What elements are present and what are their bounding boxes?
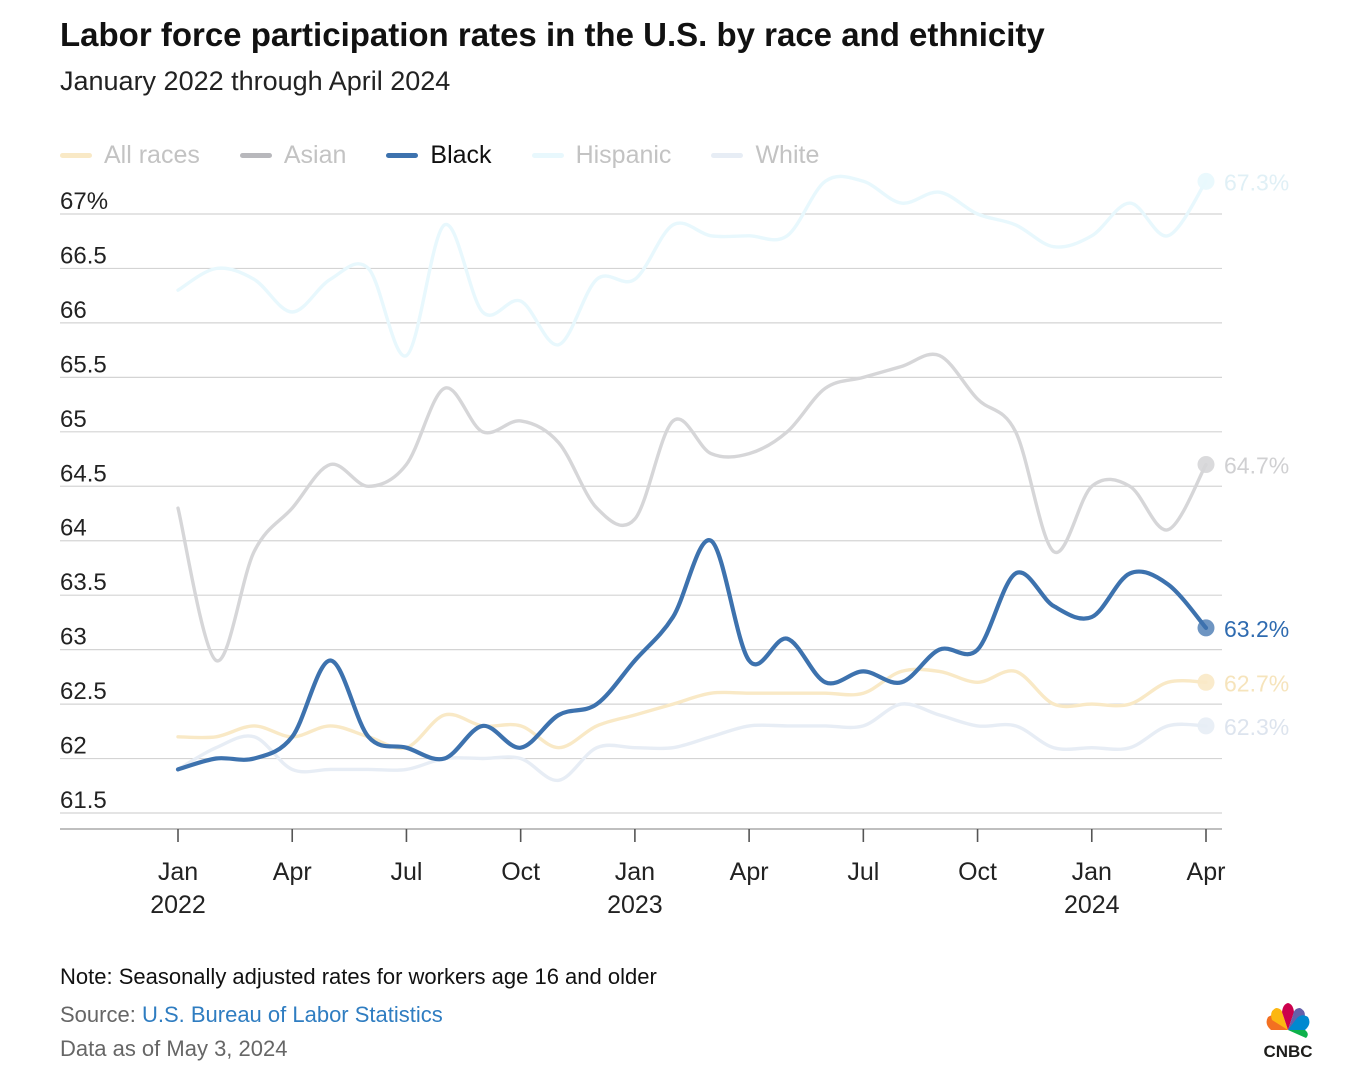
end-point-marker[interactable] — [1197, 455, 1215, 473]
chart-title: Labor force participation rates in the U… — [60, 16, 1045, 53]
end-point-marker[interactable] — [1197, 673, 1215, 691]
data-as-of: Data as of May 3, 2024 — [60, 1036, 288, 1061]
series-line-white[interactable] — [176, 702, 1208, 783]
x-tick-label: Oct — [958, 858, 997, 886]
y-tick-label: 61.5 — [60, 787, 107, 814]
x-tick-label: Apr — [730, 858, 769, 886]
chart-source: Source: U.S. Bureau of Labor Statistics — [60, 1002, 443, 1028]
x-tick-year-label: 2023 — [607, 891, 663, 919]
y-tick-label: 64.5 — [60, 460, 107, 487]
series-all-races: 62.7% — [176, 667, 1289, 751]
legend-label: All races — [104, 140, 200, 169]
series-white: 62.3% — [176, 702, 1289, 783]
nbc-peacock-icon — [1266, 1003, 1310, 1038]
x-tick-label: Oct — [501, 858, 540, 886]
y-tick-label: 65 — [60, 406, 87, 433]
source-link[interactable]: U.S. Bureau of Labor Statistics — [141, 1002, 443, 1027]
series-line-hispanic[interactable] — [176, 174, 1208, 358]
x-tick-label: Jan — [1072, 858, 1112, 886]
end-point-marker[interactable] — [1197, 619, 1215, 637]
line-chart: 61.5 62 62.5 63 63.5 64 64.5 65 65.5 66 66.5 67% Jan… — [60, 169, 1289, 919]
logo-text: CNBC — [1263, 1042, 1312, 1060]
x-tick-label: Jul — [390, 858, 422, 886]
legend-swatch — [711, 152, 744, 158]
end-value-label: 62.3% — [1224, 714, 1289, 740]
chart-legend: All races Asian Black Hispanic White — [60, 140, 859, 170]
y-tick-label: 66 — [60, 297, 87, 324]
end-value-label: 64.7% — [1224, 452, 1289, 478]
end-value-label: 67.3% — [1224, 169, 1289, 195]
legend-item-hispanic[interactable]: Hispanic — [531, 140, 672, 170]
end-value-label: 62.7% — [1224, 670, 1289, 696]
series-line-black[interactable] — [175, 538, 1209, 772]
legend-item-all-races[interactable]: All races — [60, 141, 200, 170]
y-tick-label: 62.5 — [60, 678, 107, 705]
x-tick-year-label: 2024 — [1064, 891, 1120, 919]
chart-note: Note: Seasonally adjusted rates for work… — [60, 964, 657, 989]
end-value-label: 63.2% — [1224, 616, 1289, 642]
legend-label: Asian — [283, 140, 347, 169]
x-tick-label: Jul — [847, 858, 879, 886]
legend-swatch — [60, 152, 92, 158]
legend-swatch — [239, 152, 272, 158]
legend-label: Hispanic — [575, 140, 672, 169]
legend-item-black[interactable]: Black — [386, 140, 492, 170]
x-tick-label: Jan — [615, 858, 655, 886]
x-tick-label: Apr — [1187, 858, 1226, 886]
source-label: Source: — [60, 1002, 136, 1027]
series-hispanic: 67.3% — [176, 169, 1289, 358]
x-tick-label: Jan — [158, 858, 198, 886]
y-tick-label: 62 — [60, 733, 87, 760]
end-point-marker[interactable] — [1197, 717, 1215, 735]
y-tick-label: 65.5 — [60, 351, 107, 378]
legend-item-asian[interactable]: Asian — [239, 140, 347, 170]
legend-item-white[interactable]: White — [711, 141, 819, 170]
y-tick-label: 63 — [60, 624, 87, 651]
end-point-marker[interactable] — [1197, 172, 1215, 190]
y-tick-label: 63.5 — [60, 569, 107, 596]
series-asian: 64.7% — [176, 352, 1289, 663]
series-black: 63.2% — [175, 538, 1289, 772]
chart-subtitle: January 2022 through April 2024 — [60, 66, 451, 96]
cnbc-logo[interactable]: CNBC — [1252, 1000, 1324, 1060]
series-line-all-races[interactable] — [176, 667, 1208, 751]
y-tick-label: 66.5 — [60, 242, 107, 269]
legend-swatch — [386, 152, 419, 158]
x-tick-year-label: 2022 — [150, 891, 206, 919]
x-tick-label: Apr — [273, 858, 312, 886]
legend-label: White — [755, 140, 820, 169]
legend-label: Black — [430, 140, 492, 169]
legend-swatch — [531, 152, 564, 158]
series-line-asian[interactable] — [176, 352, 1208, 663]
y-tick-label: 67% — [60, 188, 108, 215]
y-tick-label: 64 — [60, 515, 87, 542]
